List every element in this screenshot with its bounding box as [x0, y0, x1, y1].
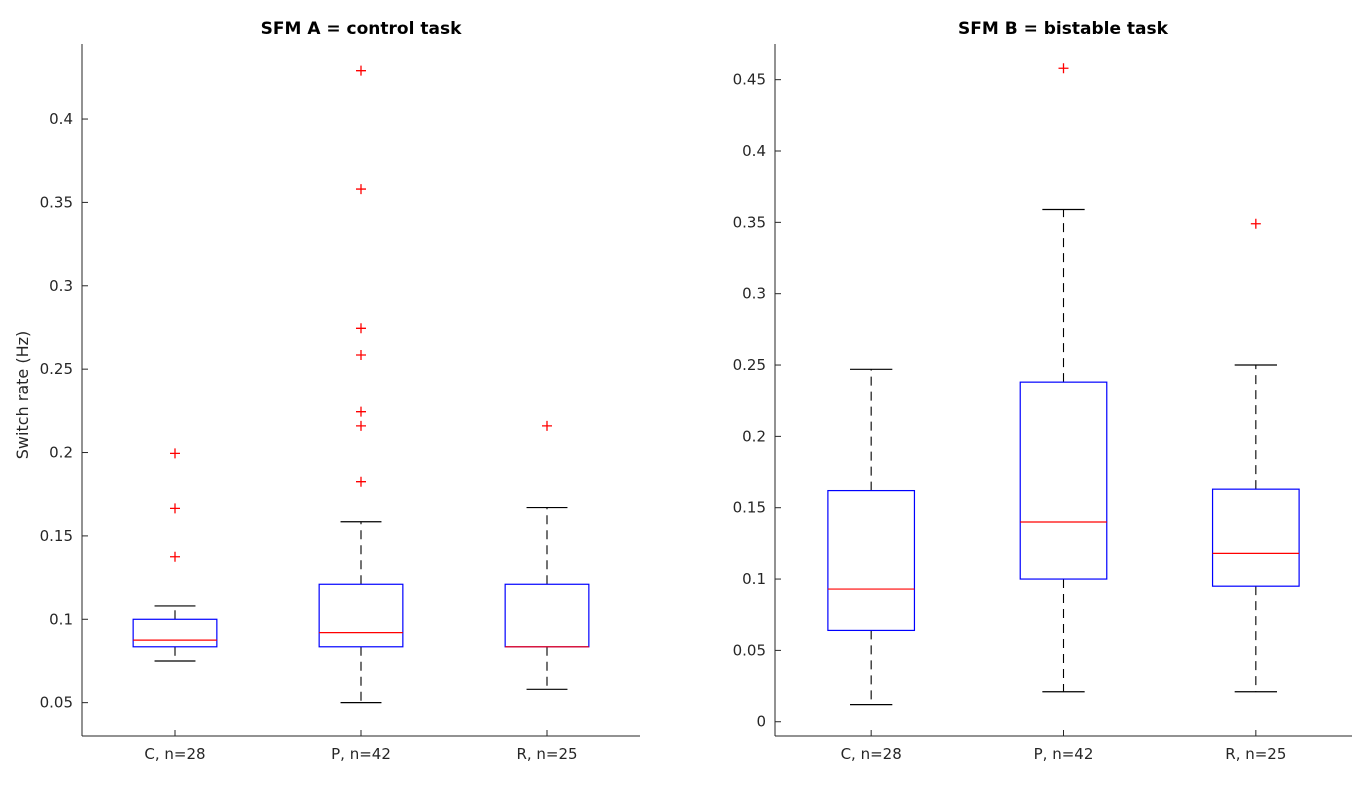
- y-tick-label: 0.4: [742, 142, 766, 160]
- y-tick-label: 0.1: [49, 610, 73, 628]
- box-plot-2: [318, 65, 404, 704]
- x-tick-label: C, n=28: [841, 745, 902, 763]
- outlier-marker: [170, 503, 180, 514]
- y-tick-label: 0.35: [733, 213, 766, 231]
- chart-panel-bistable: SFM B = bistable task 0 0.05 0.1 0.15 0.2 0.2…: [733, 19, 1352, 763]
- box-plot-3: [1211, 218, 1300, 693]
- iqr-box: [1211, 488, 1300, 587]
- box-plot-2: [1019, 63, 1108, 693]
- outlier-marker: [170, 551, 180, 562]
- y-tick-label: 0.1: [742, 570, 766, 588]
- iqr-box: [504, 583, 590, 648]
- plot-marks: [827, 63, 1300, 706]
- x-tick-label: P, n=42: [1034, 745, 1094, 763]
- outlier-marker: [1058, 63, 1069, 74]
- iqr-box: [827, 489, 916, 632]
- outlier-marker: [356, 65, 366, 76]
- outlier-marker: [356, 476, 366, 487]
- y-tick-label: 0.2: [49, 444, 73, 462]
- iqr-box: [132, 618, 218, 648]
- outlier-marker: [170, 448, 180, 459]
- iqr-box: [1019, 381, 1108, 580]
- y-tick-label: 0: [756, 713, 766, 731]
- y-tick-label: 0.15: [733, 499, 766, 517]
- y-tick-label: 0.25: [733, 356, 766, 374]
- outlier-marker: [1250, 218, 1261, 229]
- axes: 0 0.05 0.1 0.15 0.2 0.25 0.3 0.35 0.4 0.45 C, n=28…: [733, 44, 1352, 763]
- y-tick-label: 0.45: [733, 71, 766, 89]
- y-tick-label: 0.3: [49, 277, 73, 295]
- x-tick-label: R, n=25: [516, 745, 577, 763]
- y-tick-label: 0.05: [40, 694, 73, 712]
- y-tick-label: 0.3: [742, 285, 766, 303]
- y-tick-label: 0.2: [742, 427, 766, 445]
- y-tick-label: 0.35: [40, 193, 73, 211]
- chart-title: SFM A = control task: [261, 19, 462, 39]
- box-plot-3: [504, 420, 590, 690]
- outlier-marker: [356, 420, 366, 431]
- box-plot-1: [827, 368, 916, 706]
- outlier-marker: [356, 349, 366, 360]
- y-axis-label: Switch rate (Hz): [13, 331, 32, 459]
- box-plot-1: [132, 448, 218, 662]
- outlier-marker: [356, 323, 366, 334]
- x-tick-label: P, n=42: [331, 745, 391, 763]
- y-tick-label: 0.25: [40, 360, 73, 378]
- chart-panel-control: SFM A = control task Switch rate (Hz) 0.…: [13, 19, 640, 763]
- y-tick-label: 0.15: [40, 527, 73, 545]
- y-tick-label: 0.05: [733, 641, 766, 659]
- plot-marks: [132, 65, 590, 704]
- x-tick-label: R, n=25: [1225, 745, 1286, 763]
- axes: 0.05 0.1 0.15 0.2 0.25 0.3 0.35 0.4 C, n=28 P, n=…: [40, 44, 640, 763]
- y-tick-label: 0.4: [49, 110, 73, 128]
- iqr-box: [318, 583, 404, 648]
- x-tick-label: C, n=28: [144, 745, 205, 763]
- outlier-marker: [356, 406, 366, 417]
- outlier-marker: [356, 184, 366, 195]
- outlier-marker: [542, 420, 552, 431]
- chart-title: SFM B = bistable task: [958, 19, 1169, 39]
